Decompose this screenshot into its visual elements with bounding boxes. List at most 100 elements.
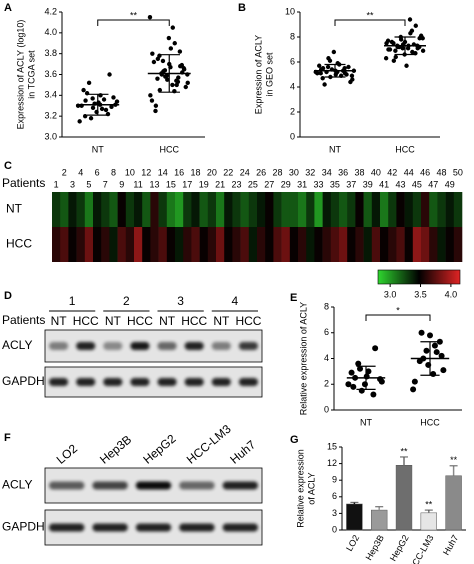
heatmap-cell [134,227,143,262]
x-tick-label: 17 [182,179,192,189]
heatmap-cell [404,227,414,262]
panel-label: C [4,160,12,172]
x-tick-label: 9 [119,179,124,189]
lane-label: NT [51,314,68,328]
y-tick-label: 15 [327,441,337,451]
data-point [162,68,168,73]
heatmap-cell [232,227,241,262]
panel-label: B [238,2,246,14]
heatmap-cell [158,192,168,227]
x-tick-label: 10 [125,167,135,177]
heatmap-cell [322,227,332,262]
significance: ** [450,455,458,465]
colorbar [377,269,461,285]
y-tick-label: 12 [327,458,337,468]
data-point [83,98,88,103]
lane-label: Huh7 [227,437,258,466]
bar [445,475,462,531]
heatmap-cell [93,192,102,227]
x-tick-label: 47 [428,179,438,189]
heatmap-cell [142,227,151,262]
row-label: NT [6,202,23,216]
data-point [393,48,398,53]
heatmap-cell [355,227,364,262]
x-tick-label: 31 [297,179,307,189]
y-axis-label: Expression of ACLY [253,35,263,114]
data-point [77,119,82,124]
blot-band [135,481,172,490]
lane-label: NT [213,314,230,328]
heatmap-cell [330,227,340,262]
x-tick-label: 27 [264,179,274,189]
x-tick-label: 38 [354,167,364,177]
data-point [114,99,120,104]
blot-band [238,378,258,386]
heatmap-cell [248,192,258,227]
group-label: 4 [232,294,239,308]
blot-band [179,481,215,490]
y-tick-label: 3.0 [44,131,57,141]
blot-band [76,342,96,350]
heatmap-cell [166,192,176,227]
heatmap-cell [199,227,209,262]
data-point [357,365,364,372]
heatmap-cell [60,192,69,227]
blot-band [49,378,69,386]
data-point [320,76,325,81]
x-tick-label: 20 [207,167,217,177]
data-point [418,329,425,336]
data-point [431,342,438,349]
x-tick-label: 6 [95,167,100,177]
heatmap-cell [339,227,348,262]
y-tick-label: 3 [332,508,337,518]
group-label: 2 [123,294,130,308]
data-point [176,75,181,80]
data-point [349,73,355,78]
x-tick-label: 39 [363,179,373,189]
data-point [168,46,174,51]
y-axis-label: Expression of ACLY (log10) [15,20,25,130]
bar [346,503,363,531]
heatmap-cell [52,192,61,227]
data-point [86,80,92,86]
data-point [185,80,190,86]
heatmap-cell [281,227,291,262]
data-point [345,381,352,388]
heatmap-cell [437,192,446,227]
data-point [413,23,418,28]
y-tick-label: 0 [290,131,295,141]
data-point [430,370,437,377]
heatmap-cell [101,192,110,227]
heatmap-cell [101,227,110,262]
heatmap-cell [429,192,438,227]
heatmap-cell [68,227,77,262]
data-point [165,77,170,82]
x-tick-label: 46 [420,167,430,177]
significance: ** [366,10,374,20]
data-point [155,76,160,81]
group-label: 1 [69,294,76,308]
data-point [183,84,188,90]
heatmap-cell [281,192,291,227]
x-tick-label: 50 [453,167,463,177]
lane-label: HCC [127,314,153,328]
data-point [318,71,323,76]
heatmap-cell [150,192,159,227]
x-tick-label: 45 [412,179,422,189]
y-tick-label: 0 [324,404,329,414]
heatmap-cell [125,227,135,262]
heatmap-cell [76,227,86,262]
x-tick-label: 28 [272,167,282,177]
panel-label: F [4,432,11,444]
data-point [99,106,105,112]
x-tick-label: HCC [420,417,440,427]
heatmap-cell [93,227,102,262]
data-point [387,47,393,52]
heatmap-cell [191,192,200,227]
panel-label: E [290,292,297,304]
heatmap-cell [445,227,455,262]
heatmap-cell [166,227,176,262]
data-point [315,71,320,76]
heatmap-cell [248,227,258,262]
significance: * [396,305,400,315]
